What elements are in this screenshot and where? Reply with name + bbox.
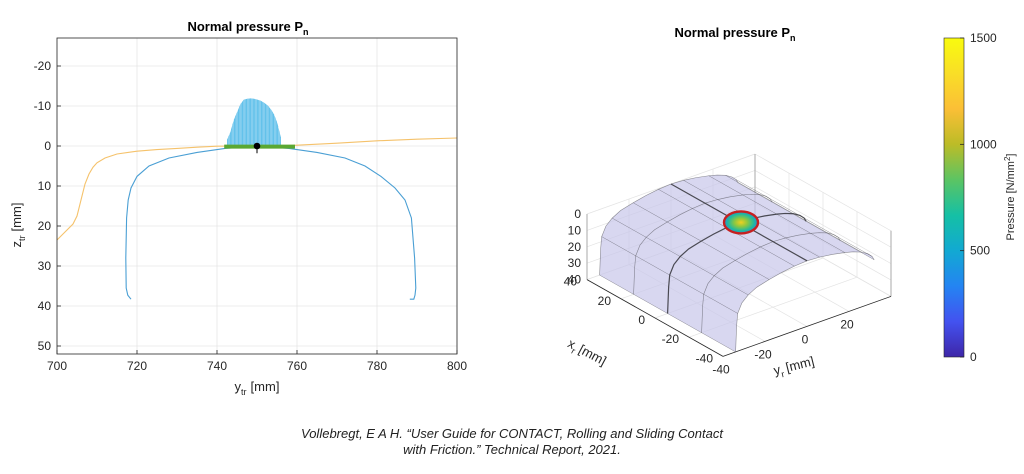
y-tick-label: -40 <box>712 362 730 376</box>
x-tick-labels: 700 720 740 760 780 800 <box>47 359 467 373</box>
colorbar: 0 500 1000 1500 Pressure [N/mm2] <box>943 31 1017 364</box>
pressure-surface-chart: Normal pressure Pn 01020304040200-20-40-… <box>564 25 892 380</box>
rail-profile-line <box>56 137 458 241</box>
caption-line-1: Vollebregt, E A H. “User Guide for CONTA… <box>301 426 723 441</box>
surface-cross-line <box>633 193 773 295</box>
y-tick-label: -10 <box>34 99 52 113</box>
chart-title: Normal pressure Pn <box>187 19 308 37</box>
x-tick-label: 0 <box>638 313 645 327</box>
colorbar-ticks: 0 500 1000 1500 <box>960 31 997 364</box>
x-tick-label: 40 <box>564 275 578 289</box>
x-tick-label: -20 <box>662 332 680 346</box>
y-tick-label: 20 <box>840 317 854 331</box>
y-tick-label: 20 <box>38 219 52 233</box>
chart-title: Normal pressure Pn <box>674 25 795 43</box>
colorbar-label: Pressure [N/mm2] <box>1003 154 1017 241</box>
z-tick-label: 30 <box>568 256 582 270</box>
contact-point-marker <box>253 142 261 150</box>
colorbar-tick-label: 1500 <box>970 31 997 45</box>
x-tick-label: 740 <box>207 359 227 373</box>
plot-frame <box>56 37 458 355</box>
surface-cross-line <box>735 251 875 352</box>
y-axis-label: yr[mm] <box>772 353 817 380</box>
rail-surface <box>599 174 875 353</box>
z-tick-label: 0 <box>574 207 581 221</box>
x-tick-label: 20 <box>598 294 612 308</box>
y-tick-label: -20 <box>754 347 772 361</box>
y-tick-label: 0 <box>802 332 809 346</box>
x-axis-label: ytr [mm] <box>235 379 280 397</box>
colorbar-tick-label: 1000 <box>970 137 997 151</box>
colorbar-gradient <box>943 37 965 358</box>
x-tick-label: 700 <box>47 359 67 373</box>
z-tick-label: 20 <box>568 240 582 254</box>
y-tick-label: 30 <box>38 259 52 273</box>
z-tick-label: 40 <box>568 273 582 287</box>
y-tick-label: 0 <box>44 139 51 153</box>
data-layer <box>56 98 458 300</box>
pressure-patch <box>722 210 760 235</box>
y-tick-label: -20 <box>34 59 52 73</box>
colorbar-tick-label: 500 <box>970 244 990 258</box>
x-axis-label: xr[mm] <box>564 336 609 371</box>
y-axis-label: ztr[mm] <box>9 203 27 248</box>
caption-line-2: with Friction.” Technical Report, 2021. <box>403 442 621 457</box>
plot-area <box>57 38 457 354</box>
z-tick-label: 10 <box>568 223 582 237</box>
y-tick-label: 40 <box>38 299 52 313</box>
x-tick-label: 780 <box>367 359 387 373</box>
x-tick-label: -40 <box>696 351 714 365</box>
axis-line <box>722 296 892 357</box>
profile-pressure-chart: 700 720 740 760 780 800 -20 -10 0 10 20 30 40 50 Nor… <box>9 19 467 397</box>
x-tick-label: 800 <box>447 359 467 373</box>
y-tick-label: 10 <box>38 179 52 193</box>
surface-cross-line <box>701 232 841 333</box>
figure-caption: Vollebregt, E A H. “User Guide for CONTA… <box>0 426 1024 458</box>
axis-line <box>586 279 724 357</box>
x-tick-label: 760 <box>287 359 307 373</box>
colorbar-tick-label: 0 <box>970 350 977 364</box>
surface-cross-line <box>599 174 739 276</box>
surface-long-line <box>738 182 875 260</box>
y-tick-label: 50 <box>38 339 52 353</box>
y-tick-labels: -20 -10 0 10 20 30 40 50 <box>34 59 52 353</box>
x-tick-label: 720 <box>127 359 147 373</box>
